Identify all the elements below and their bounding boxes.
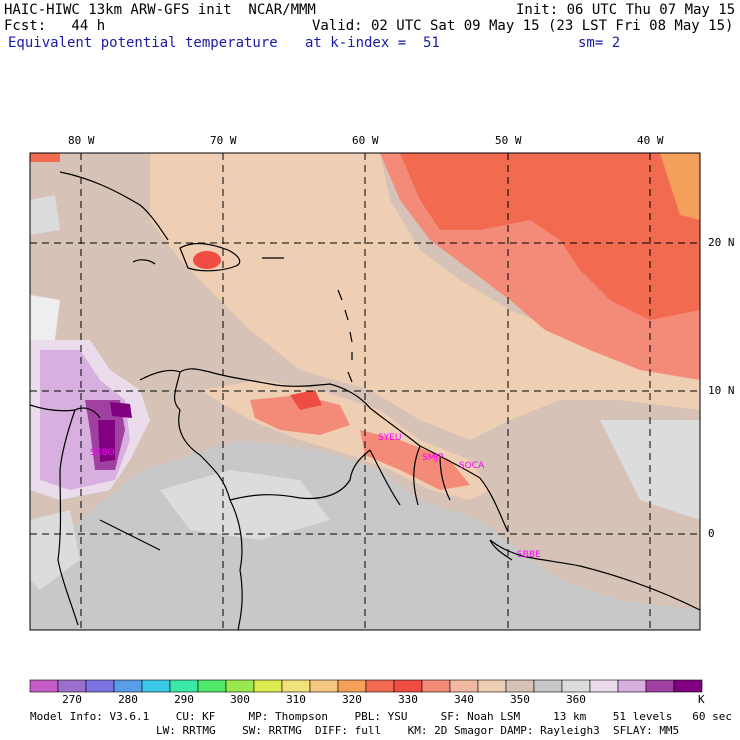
colorbar-swatch [225,679,255,693]
station-skbo: SKBO [90,448,115,458]
colorbar-swatch [673,679,703,693]
station-smjp: SMJP [422,453,444,463]
colorbar-tick-label: 340 [454,693,474,706]
lat-label-20n: 20 N [708,236,735,249]
colorbar-swatch [589,679,619,693]
colorbar-swatch [337,679,367,693]
colorbar-swatch [197,679,227,693]
colorbar-swatch [365,679,395,693]
colorbar-swatch [141,679,171,693]
header-forecast: Fcst: 44 h [4,18,106,34]
lat-lon-grid [30,153,700,630]
colorbar-swatch [393,679,423,693]
lon-label-70w: 70 W [210,134,237,147]
colorbar-swatch [449,679,479,693]
colorbar-tick-label: 310 [286,693,306,706]
colorbar-swatch [29,679,59,693]
colorbar-tick-label: 270 [62,693,82,706]
lon-label-50w: 50 W [495,134,522,147]
colorbar-swatch [561,679,591,693]
station-sbbe: SBBE [517,550,541,560]
colorbar-tick-label: 280 [118,693,138,706]
lat-label-equator: 0 [708,527,715,540]
colorbar-swatch [253,679,283,693]
colorbar [29,679,703,693]
colorbar-swatch [645,679,675,693]
colorbar-swatch [169,679,199,693]
coastlines [30,171,700,630]
colorbar-tick-label: 330 [398,693,418,706]
colorbar-unit: K [698,693,705,706]
colorbar-tick-label: 320 [342,693,362,706]
colorbar-swatch [533,679,563,693]
colorbar-tick-label: 290 [174,693,194,706]
header-title: HAIC-HIWC 13km ARW-GFS init NCAR/MMM [4,2,316,18]
station-syeu: SYEU [378,433,401,443]
colorbar-swatch [113,679,143,693]
colorbar-swatch [57,679,87,693]
header-smoothing: sm= 2 [578,35,621,51]
footer-physics-info: LW: RRTMG SW: RRTMG DIFF: full KM: 2D Sm… [156,724,680,737]
lon-label-80w: 80 W [68,134,95,147]
colorbar-swatch [309,679,339,693]
colorbar-tick-label: 360 [566,693,586,706]
colorbar-swatch [505,679,535,693]
colorbar-tick-label: 350 [510,693,530,706]
map-frame [29,152,701,631]
header-level: at k-index = 51 [305,35,440,51]
colorbar-swatch [421,679,451,693]
colorbar-swatch [281,679,311,693]
lat-label-10n: 10 N [708,384,735,397]
header-field-name: Equivalent potential temperature [8,35,278,51]
colorbar-swatch [477,679,507,693]
colorbar-tick-label: 300 [230,693,250,706]
station-soca: SOCA [459,461,485,471]
lon-label-40w: 40 W [637,134,664,147]
colorbar-swatch [85,679,115,693]
colorbar-swatch [617,679,647,693]
lon-label-60w: 60 W [352,134,379,147]
header-valid: Valid: 02 UTC Sat 09 May 15 (23 LST Fri … [312,18,734,34]
station-labels: SKBO SYEU SMJP SOCA SBBE [90,433,541,560]
header-init: Init: 06 UTC Thu 07 May 15 [516,2,736,18]
footer-model-info: Model Info: V3.6.1 CU: KF MP: Thompson P… [30,710,732,723]
